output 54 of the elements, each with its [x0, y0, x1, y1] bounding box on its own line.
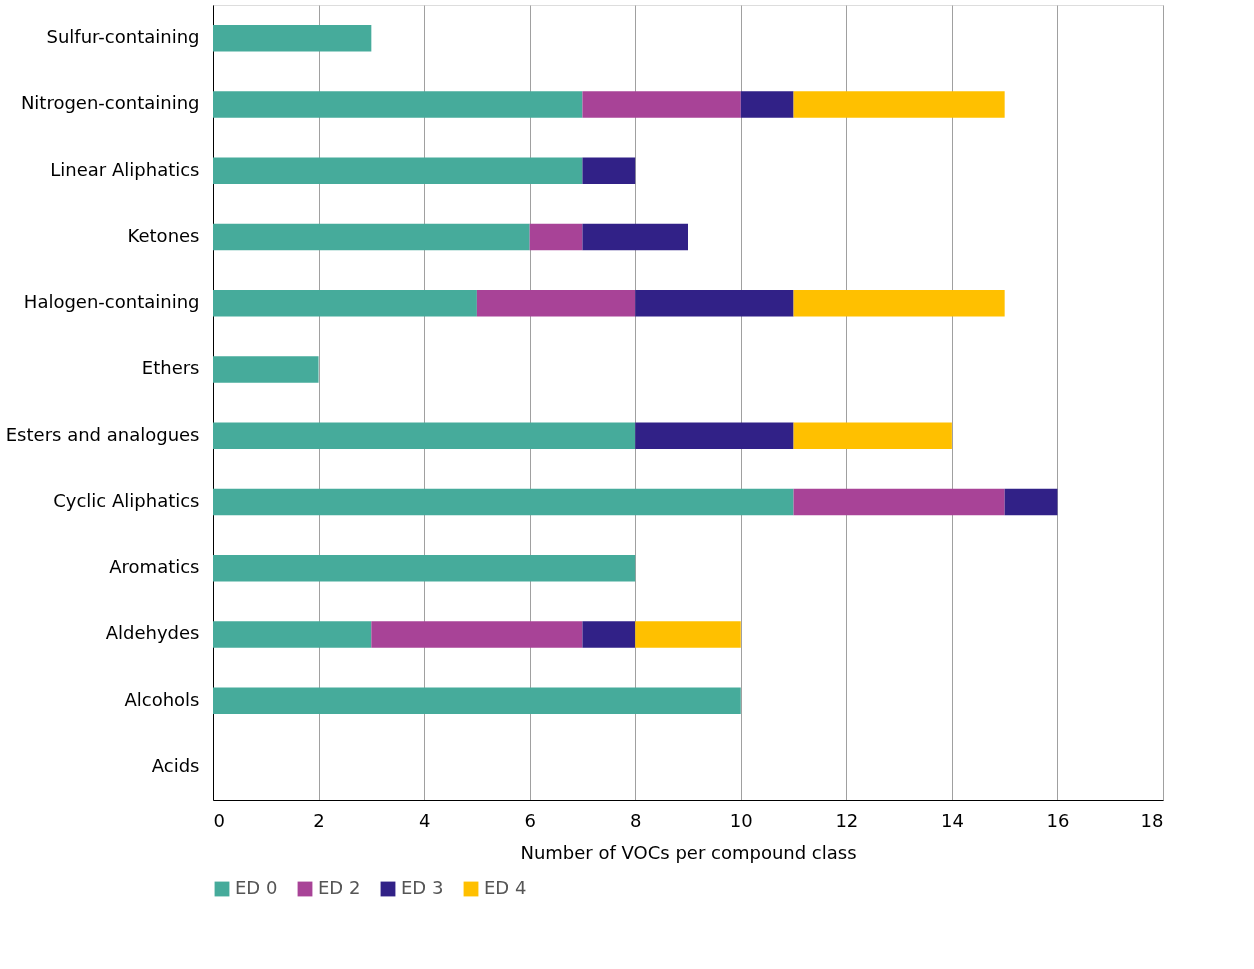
legend-label: ED 4: [484, 877, 527, 898]
bar: [213, 356, 319, 383]
legend-label: ED 3: [401, 877, 444, 898]
bar: [635, 422, 794, 449]
bar: [635, 289, 794, 317]
x-tick-label: 16: [1046, 809, 1070, 831]
bar: [793, 488, 1005, 516]
bar: [213, 422, 636, 449]
y-tick-label: Cyclic Aliphatics: [53, 489, 200, 511]
bar: [213, 687, 741, 714]
y-tick-label: Ketones: [127, 224, 200, 246]
x-tick-label: 0: [213, 809, 225, 831]
bar: [793, 289, 1005, 317]
bar: [213, 91, 583, 118]
y-tick-label: Halogen-containing: [23, 291, 200, 313]
bar: [213, 223, 530, 251]
x-tick-label: 10: [729, 809, 753, 831]
bar: [582, 157, 636, 184]
bar: [793, 91, 1005, 118]
y-tick-label: Aromatics: [109, 556, 200, 578]
bar: [582, 223, 688, 251]
bar: [582, 621, 636, 648]
y-tick-label: Linear Aliphatics: [50, 158, 200, 180]
bar: [1004, 488, 1058, 516]
bar: [635, 621, 741, 648]
x-tick-label: 6: [524, 809, 536, 831]
y-tick-label: Ethers: [141, 357, 200, 379]
x-axis-title: Number of VOCs per compound class: [520, 841, 857, 863]
y-tick-label: Aldehydes: [105, 622, 200, 644]
bar: [213, 488, 794, 516]
x-tick-label: 12: [835, 809, 859, 831]
bar: [213, 554, 636, 582]
legend-label: ED 0: [235, 877, 278, 898]
bar: [476, 289, 636, 317]
y-tick-label: Esters and analogues: [5, 423, 200, 445]
legend-label: ED 2: [318, 877, 361, 898]
x-tick-label: 18: [1140, 809, 1164, 831]
bar: [740, 91, 794, 118]
y-tick-label: Alcohols: [124, 688, 200, 710]
bar: [582, 91, 741, 118]
bar: [213, 24, 372, 52]
y-tick-label: Nitrogen-containing: [20, 92, 200, 114]
y-tick-label: Sulfur-containing: [46, 26, 200, 48]
y-tick-label: Acids: [151, 754, 200, 776]
bar: [371, 621, 583, 648]
bar: [793, 422, 952, 449]
bar: [529, 223, 583, 251]
bar: [213, 157, 583, 184]
x-tick-label: 8: [630, 809, 642, 831]
x-tick-label: 14: [940, 809, 964, 831]
bar: [213, 289, 477, 317]
x-tick-label: 2: [313, 809, 325, 831]
x-tick-label: 4: [418, 809, 431, 831]
bar: [213, 621, 372, 648]
